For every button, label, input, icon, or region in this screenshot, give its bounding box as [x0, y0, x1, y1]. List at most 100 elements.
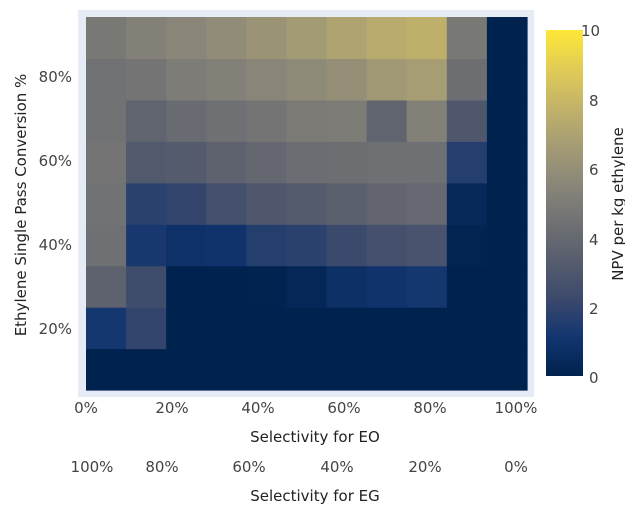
heatmap-cell	[206, 58, 247, 101]
y-tick-labels: 20% 40% 60% 80%	[39, 68, 72, 338]
heatmap-cell	[286, 17, 328, 60]
heatmap-cell	[406, 99, 448, 142]
heatmap-cell	[486, 99, 528, 142]
heatmap-cell	[206, 99, 247, 142]
x2-axis-title: Selectivity for EG	[250, 487, 380, 505]
x-tick-label: 60%	[327, 399, 360, 417]
heatmap-cell	[246, 182, 288, 225]
heatmap-cell	[366, 17, 408, 60]
heatmap-cell	[406, 141, 448, 184]
heatmap-cell	[286, 348, 328, 391]
heatmap-cell	[486, 141, 528, 184]
heatmap-cell	[206, 265, 247, 308]
colorbar-tick-labels: 0 2 4 6 8 10	[581, 22, 600, 387]
heatmap-cell	[486, 224, 528, 267]
colorbar-title: NPV per kg ethylene	[609, 127, 625, 281]
heatmap-cells	[86, 17, 528, 391]
heatmap-cell	[206, 141, 247, 184]
heatmap-cell	[366, 307, 408, 350]
heatmap-cell	[246, 99, 288, 142]
heatmap-cell	[126, 182, 167, 225]
y-tick-label: 80%	[39, 68, 72, 86]
heatmap-cell	[446, 99, 488, 142]
heatmap-cell	[486, 265, 528, 308]
heatmap-cell	[446, 265, 488, 308]
y-axis-title: Ethylene Single Pass Conversion %	[12, 74, 30, 337]
heatmap-cell	[86, 265, 127, 308]
x2-tick-labels: 100% 80% 60% 40% 20% 0%	[71, 458, 528, 476]
heatmap-cell	[446, 141, 488, 184]
heatmap-cell	[166, 99, 207, 142]
heatmap-cell	[246, 307, 288, 350]
heatmap-cell	[366, 99, 408, 142]
heatmap-cell	[486, 348, 528, 391]
heatmap-cell	[286, 58, 328, 101]
heatmap-cell	[446, 307, 488, 350]
heatmap-cell	[126, 99, 167, 142]
heatmap-cell	[486, 182, 528, 225]
heatmap-cell	[206, 17, 247, 60]
heatmap-cell	[166, 307, 207, 350]
heatmap-cell	[486, 58, 528, 101]
heatmap-cell	[126, 224, 167, 267]
heatmap-cell	[286, 182, 328, 225]
heatmap-cell	[126, 348, 167, 391]
heatmap-cell	[286, 224, 328, 267]
heatmap-cell	[86, 58, 127, 101]
heatmap-cell	[486, 17, 528, 60]
heatmap-cell	[246, 17, 288, 60]
x2-tick-label: 60%	[232, 458, 265, 476]
heatmap-cell	[166, 182, 207, 225]
heatmap-cell	[206, 307, 247, 350]
heatmap-cell	[446, 224, 488, 267]
heatmap-cell	[86, 307, 127, 350]
y-tick-label: 40%	[39, 236, 72, 254]
heatmap-cell	[126, 307, 167, 350]
heatmap-cell	[86, 224, 127, 267]
colorbar	[546, 30, 583, 376]
heatmap-cell	[446, 17, 488, 60]
x2-tick-label: 100%	[71, 458, 114, 476]
x2-tick-label: 20%	[408, 458, 441, 476]
heatmap-cell	[246, 265, 288, 308]
heatmap-cell	[406, 224, 448, 267]
heatmap-cell	[326, 141, 368, 184]
colorbar-tick-label: 8	[589, 92, 599, 110]
x-tick-label: 0%	[74, 399, 98, 417]
heatmap-cell	[486, 307, 528, 350]
heatmap-cell	[446, 182, 488, 225]
y-tick-label: 20%	[39, 320, 72, 338]
heatmap-cell	[286, 141, 328, 184]
x2-tick-label: 40%	[320, 458, 353, 476]
heatmap-cell	[86, 141, 127, 184]
heatmap-cell	[166, 224, 207, 267]
x-tick-labels: 0% 20% 40% 60% 80% 100%	[74, 399, 537, 417]
heatmap-cell	[326, 99, 368, 142]
heatmap-cell	[406, 265, 448, 308]
heatmap-cell	[206, 348, 247, 391]
x2-tick-label: 0%	[504, 458, 528, 476]
y-tick-label: 60%	[39, 152, 72, 170]
heatmap-cell	[126, 141, 167, 184]
heatmap-cell	[206, 182, 247, 225]
heatmap-cell	[326, 307, 368, 350]
colorbar-tick-label: 10	[581, 22, 600, 40]
heatmap-cell	[246, 224, 288, 267]
heatmap-cell	[326, 224, 368, 267]
heatmap-cell	[326, 348, 368, 391]
heatmap-cell	[366, 224, 408, 267]
heatmap-cell	[246, 348, 288, 391]
heatmap-cell	[366, 348, 408, 391]
x-tick-label: 40%	[241, 399, 274, 417]
x-tick-label: 80%	[413, 399, 446, 417]
heatmap-cell	[326, 17, 368, 60]
heatmap-cell	[166, 265, 207, 308]
heatmap-cell	[126, 17, 167, 60]
heatmap-cell	[406, 307, 448, 350]
heatmap-cell	[126, 58, 167, 101]
heatmap-cell	[326, 265, 368, 308]
heatmap-cell	[406, 17, 448, 60]
heatmap-cell	[406, 58, 448, 101]
heatmap-cell	[326, 182, 368, 225]
